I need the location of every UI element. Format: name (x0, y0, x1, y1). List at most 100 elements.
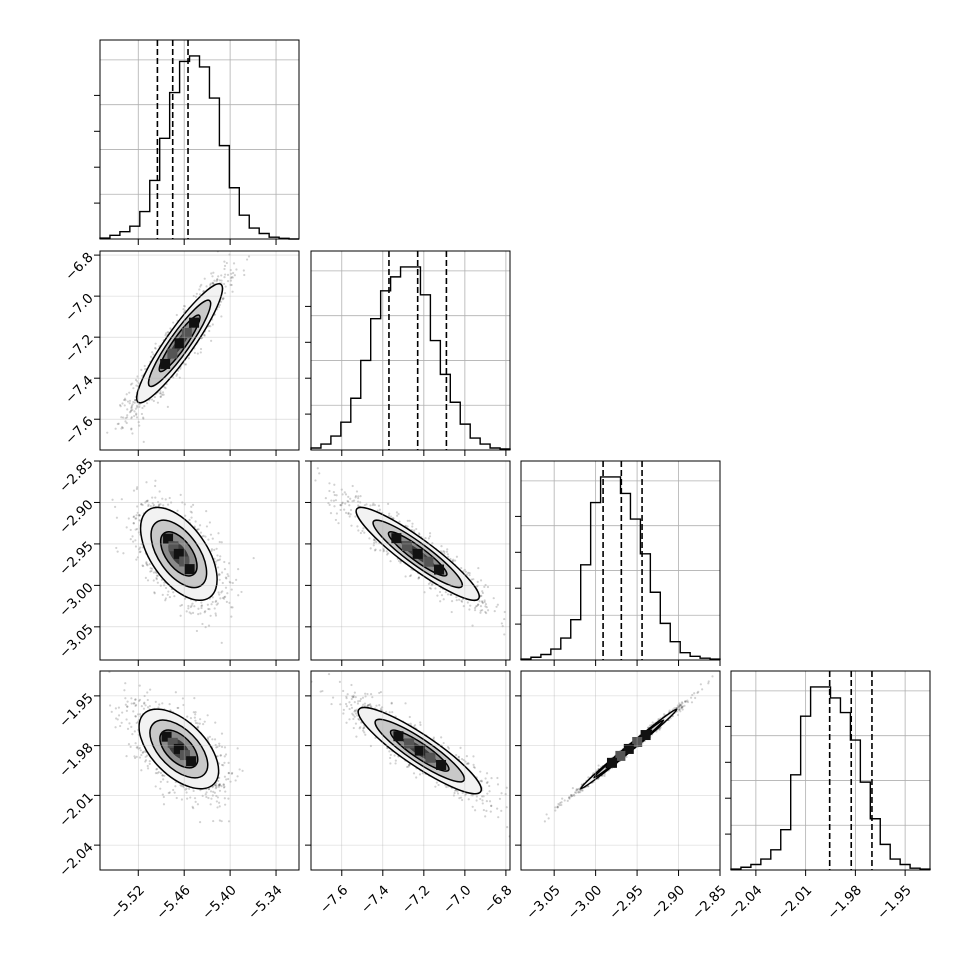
sample-point (141, 503, 144, 507)
sample-point (460, 566, 463, 570)
sample-point (135, 558, 138, 561)
sample-point (227, 772, 230, 775)
sample-point (352, 499, 356, 502)
y-tick-label: −7.2 (62, 332, 96, 366)
sample-point (119, 405, 122, 408)
sample-point (223, 785, 226, 788)
sample-point (197, 607, 200, 610)
sample-point (449, 557, 452, 561)
sample-point (357, 529, 360, 532)
sample-point (204, 610, 207, 613)
sample-point (214, 721, 217, 724)
sample-point (132, 489, 136, 492)
sample-point (477, 603, 480, 606)
sample-point (215, 784, 218, 787)
sample-point (386, 502, 390, 505)
sample-point (146, 564, 149, 567)
sample-point (214, 612, 217, 615)
sample-point (194, 713, 197, 716)
sample-point (344, 511, 348, 514)
sample-point (132, 540, 135, 543)
sample-point (191, 503, 195, 506)
sample-point (483, 599, 486, 602)
sample-point (359, 531, 362, 535)
sample-point (229, 277, 233, 280)
sample-point (138, 713, 142, 716)
sample-point (115, 546, 118, 550)
sample-point (137, 381, 140, 385)
density-cell (167, 348, 178, 359)
sample-point (219, 555, 222, 558)
sample-point (115, 717, 118, 720)
sample-point (218, 805, 221, 808)
sample-point (152, 503, 155, 507)
sample-point (354, 496, 357, 499)
sample-point (225, 261, 228, 265)
sample-point (134, 703, 138, 707)
sample-point (209, 325, 212, 328)
sample-point (485, 606, 488, 609)
sample-point (224, 753, 228, 756)
sample-point (164, 387, 167, 390)
sample-point (128, 391, 131, 394)
sample-point (372, 502, 375, 505)
sample-point (211, 600, 214, 604)
sample-point (197, 528, 200, 531)
sample-point (146, 579, 150, 582)
scatter-frame-1-3 (99, 460, 300, 661)
sample-point (408, 574, 412, 578)
sample-point (157, 503, 161, 506)
sample-point (213, 607, 216, 610)
sample-point (447, 555, 450, 558)
sample-point (179, 614, 182, 617)
sample-point (143, 750, 146, 753)
sample-point (136, 380, 139, 383)
sample-point (140, 368, 143, 371)
sample-point (481, 601, 484, 604)
sample-point (468, 608, 471, 611)
sample-point (134, 378, 138, 382)
sample-point (199, 612, 202, 615)
sample-point (224, 273, 227, 276)
density-cell (160, 358, 171, 369)
sample-point (218, 573, 221, 576)
sample-point (122, 398, 126, 402)
sample-point (168, 791, 171, 794)
sample-point (144, 368, 147, 371)
sample-point (179, 493, 182, 496)
sample-point (411, 522, 414, 525)
sample-point (337, 522, 340, 525)
sample-point (189, 612, 193, 615)
sample-point (223, 755, 226, 758)
sample-point (199, 347, 203, 351)
sample-point (208, 607, 211, 611)
sample-point (297, 484, 299, 486)
sample-point (152, 571, 156, 574)
sample-point (157, 504, 161, 507)
sample-point (135, 514, 138, 517)
sample-point (333, 505, 336, 508)
sample-point (154, 479, 157, 482)
sample-point (153, 591, 156, 594)
sample-point (455, 599, 458, 602)
scatter-panel-2-3 (297, 461, 510, 660)
sample-point (138, 548, 141, 551)
sample-point (140, 503, 143, 506)
sample-point (329, 512, 333, 515)
histogram-panel-2 (305, 251, 511, 450)
sample-point (203, 277, 206, 280)
sample-point (211, 282, 215, 285)
sample-point (126, 400, 130, 403)
sample-point (175, 796, 178, 800)
sample-point (140, 503, 143, 506)
sample-point (155, 768, 158, 771)
sample-point (213, 557, 216, 560)
sample-point (128, 402, 131, 405)
sample-point (190, 516, 193, 519)
sample-point (218, 782, 221, 786)
sample-point (429, 587, 433, 590)
sample-point (230, 272, 233, 275)
sample-point (138, 551, 141, 554)
sample-point (212, 271, 215, 274)
sample-point (137, 420, 140, 424)
